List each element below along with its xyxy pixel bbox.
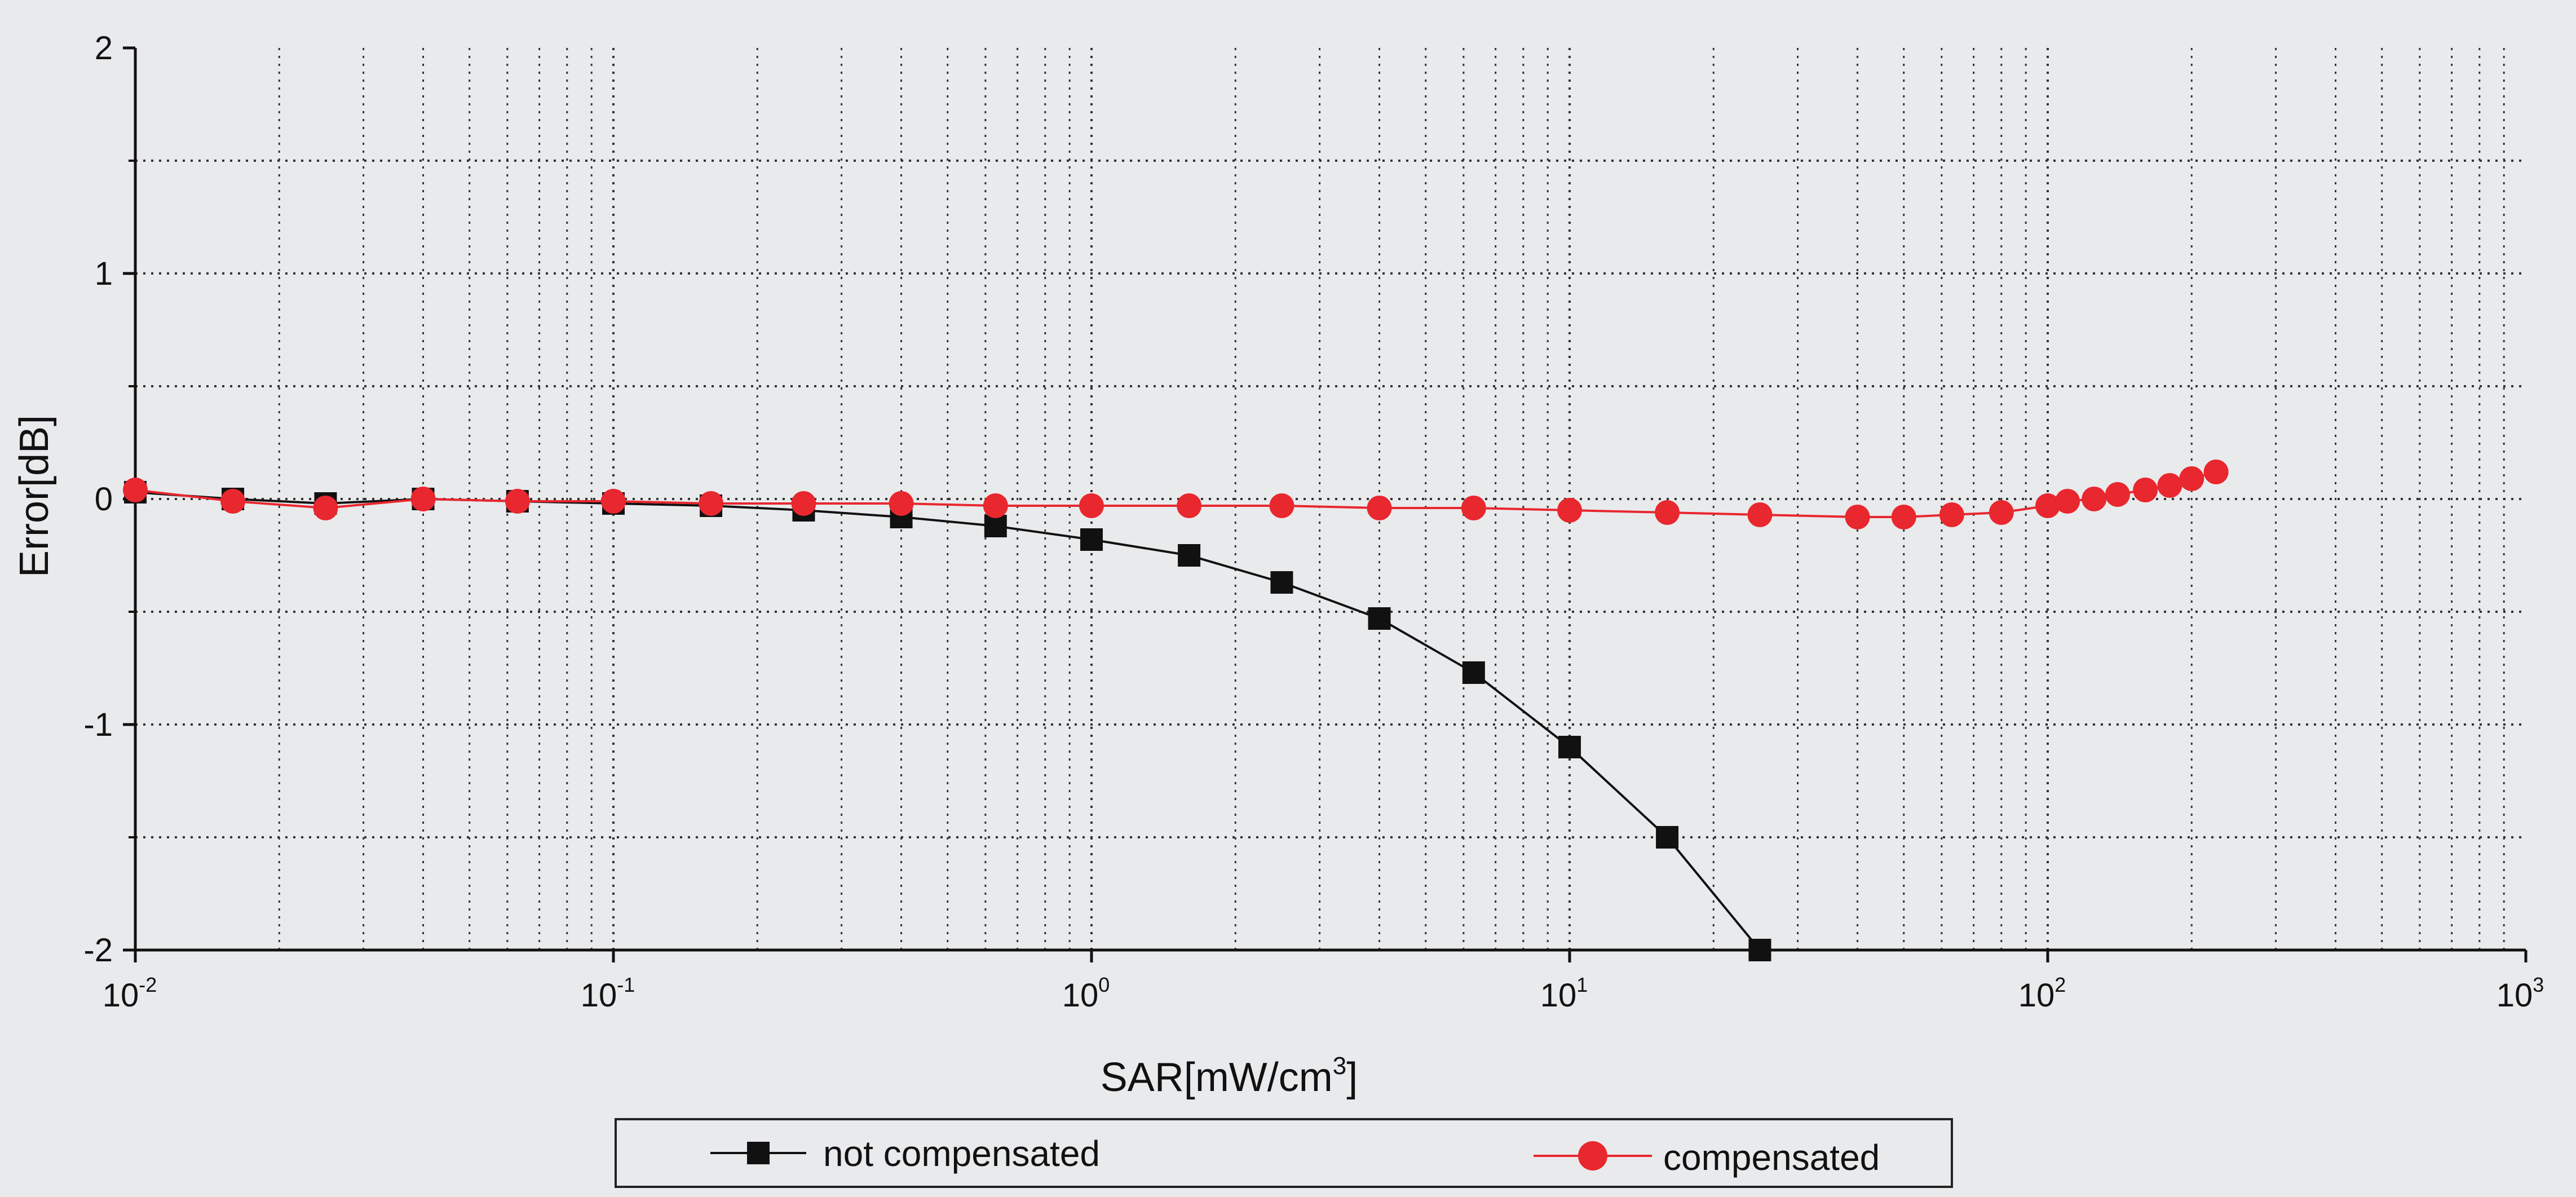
axes — [123, 46, 2528, 962]
data-point-compensated — [1079, 493, 1104, 518]
y-tick-label: -2 — [83, 932, 113, 969]
data-point-compensated — [1747, 502, 1773, 527]
data-point-not-compensated — [984, 515, 1007, 537]
data-point-compensated — [410, 487, 436, 511]
x-tick-label: 10-2 — [103, 973, 157, 1014]
x-tick-label: 100 — [1062, 973, 1110, 1014]
data-point-compensated — [2082, 487, 2107, 511]
data-point-compensated — [220, 489, 246, 514]
data-point-not-compensated — [1270, 571, 1293, 594]
data-point-not-compensated — [1656, 826, 1679, 849]
y-tick-label: 1 — [95, 255, 113, 292]
grid — [135, 48, 2526, 950]
y-tick-label: -1 — [83, 706, 113, 743]
data-point-not-compensated — [1178, 544, 1201, 567]
data-point-not-compensated — [1080, 528, 1103, 551]
data-point-not-compensated — [1368, 607, 1391, 630]
x-tick-label: 101 — [1540, 973, 1588, 1014]
data-point-compensated — [1269, 493, 1294, 518]
data-point-compensated — [2179, 466, 2204, 491]
data-point-compensated — [601, 489, 626, 514]
data-point-not-compensated — [1748, 939, 1771, 961]
data-point-compensated — [1461, 496, 1486, 520]
data-point-compensated — [2035, 493, 2060, 518]
legend-marker-compensated — [1578, 1141, 1607, 1171]
y-tick-label: 0 — [95, 481, 113, 518]
data-point-not-compensated — [1462, 661, 1485, 684]
data-point-compensated — [1177, 493, 1202, 518]
data-point-not-compensated — [1558, 736, 1581, 758]
data-point-compensated — [699, 491, 724, 516]
data-point-compensated — [1939, 502, 1964, 527]
legend-label-not-compensated: not compensated — [823, 1133, 1100, 1174]
x-axis-title: SAR[mW/cm3] — [1101, 1052, 1358, 1100]
legend-marker-not-compensated — [747, 1142, 770, 1164]
x-tick-label: 103 — [2497, 973, 2544, 1014]
x-tick-label: 102 — [2018, 973, 2066, 1014]
data-point-compensated — [1557, 498, 1582, 523]
legend: not compensated compensated — [615, 1118, 1953, 1188]
data-point-compensated — [2203, 460, 2229, 484]
data-point-compensated — [2133, 478, 2158, 502]
data-point-compensated — [505, 489, 530, 514]
tick-labels: 210-1-210-2 10-1 100 101 102 103 — [83, 30, 2544, 1014]
data-point-compensated — [123, 478, 148, 502]
data-point-compensated — [889, 491, 914, 516]
data-point-compensated — [1845, 505, 1870, 529]
legend-label-compensated: compensated — [1663, 1137, 1880, 1178]
data-point-compensated — [1367, 496, 1392, 520]
data-point-compensated — [2105, 482, 2130, 507]
legend-box — [615, 1118, 1953, 1188]
data-point-compensated — [1989, 500, 2014, 525]
data-point-compensated — [2157, 473, 2182, 498]
series — [123, 460, 2229, 961]
y-tick-label: 2 — [95, 30, 113, 67]
data-point-compensated — [1655, 500, 1680, 525]
data-point-compensated — [313, 496, 338, 520]
data-point-compensated — [2055, 489, 2080, 514]
data-point-compensated — [983, 493, 1008, 518]
data-point-compensated — [791, 491, 816, 516]
x-tick-label: 10-1 — [581, 973, 635, 1014]
y-axis-title: Error[dB] — [12, 415, 57, 577]
data-point-compensated — [1891, 505, 1916, 529]
